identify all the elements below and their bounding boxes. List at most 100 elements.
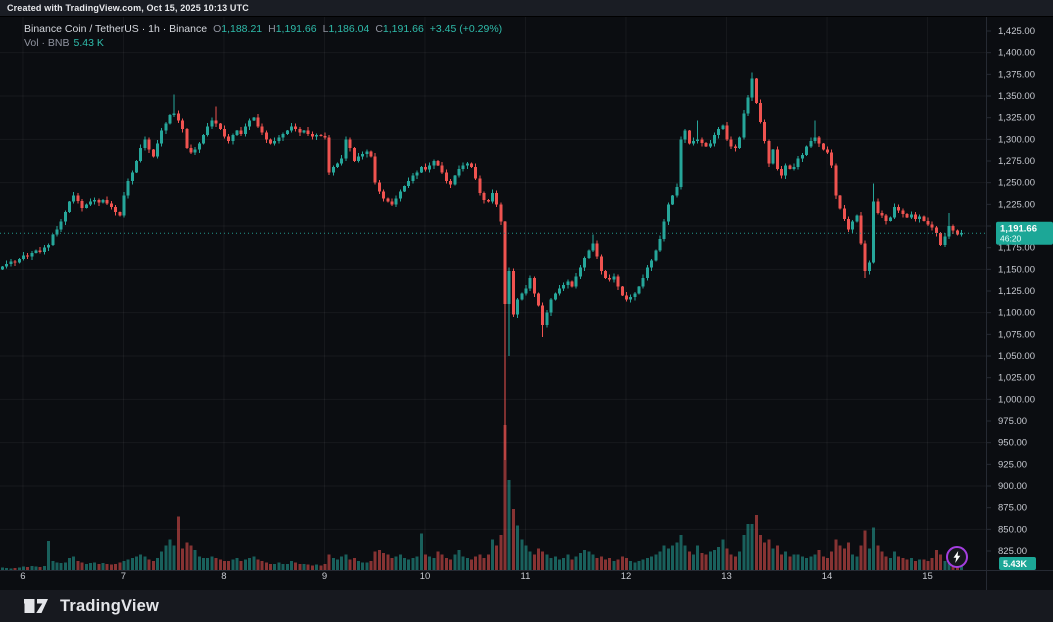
- last-price-text: 1,191.66: [1000, 224, 1037, 235]
- legend: Binance Coin / TetherUS · 1h · Binance O1…: [24, 22, 502, 50]
- volume-bar: [624, 557, 628, 570]
- candle-body: [227, 136, 231, 142]
- candle-body: [738, 137, 742, 149]
- time-axis[interactable]: 6 7 8 9 10 11 12 13 14 15: [20, 571, 933, 582]
- volume-bar: [34, 566, 38, 570]
- volume-bar: [105, 563, 109, 570]
- volume-bar: [930, 557, 934, 570]
- candle-body: [143, 139, 147, 149]
- candle-body: [394, 198, 398, 205]
- volume-bar: [805, 557, 809, 570]
- candle-body: [398, 191, 402, 199]
- time-tick: 10: [420, 571, 431, 582]
- candle-body: [453, 175, 457, 185]
- volume-bar: [273, 563, 277, 570]
- candle-body: [88, 201, 92, 205]
- volume-bar: [436, 551, 440, 570]
- candle-body: [365, 151, 369, 155]
- chart-pane[interactable]: Binance Coin / TetherUS · 1h · Binance O1…: [0, 17, 1053, 590]
- time-tick: 15: [922, 571, 933, 582]
- candle-body: [352, 148, 356, 162]
- volume-bar: [754, 515, 758, 570]
- candle-body: [382, 191, 386, 199]
- boost-button[interactable]: [946, 546, 968, 568]
- volume-bar: [641, 559, 645, 570]
- volume-bar: [68, 557, 72, 570]
- volume-bar: [80, 562, 84, 570]
- volume-bar: [838, 545, 842, 570]
- volume-bar: [675, 542, 679, 570]
- candle-body: [645, 267, 649, 279]
- volume-bar: [235, 557, 239, 570]
- candle-body: [570, 281, 574, 287]
- volume-bar: [520, 539, 524, 570]
- volume-bar: [1, 567, 4, 570]
- volume-bar: [784, 551, 788, 570]
- candle-body: [872, 201, 876, 263]
- volume-bar: [172, 545, 176, 570]
- chart-canvas[interactable]: 1,425.00 1,400.00 1,375.00 1,350.00 1,325.00…: [0, 17, 1053, 590]
- volume-bar: [809, 556, 813, 570]
- volume-bar: [537, 548, 541, 570]
- candle-body: [465, 163, 469, 166]
- volume-bar: [897, 556, 901, 570]
- candle-body: [662, 221, 666, 240]
- volume-bar: [243, 559, 247, 570]
- candle-body: [97, 200, 101, 203]
- volume-bar: [444, 557, 448, 570]
- open-value: 1,188.21: [221, 23, 263, 35]
- volume-bar: [474, 556, 478, 570]
- volume-bar: [344, 554, 348, 570]
- candle-body: [231, 135, 235, 142]
- candle-body: [423, 167, 427, 170]
- candle-body: [206, 126, 210, 136]
- volume-bar: [189, 545, 193, 570]
- volume-bar: [658, 551, 662, 570]
- volume-bar: [252, 556, 256, 570]
- price-axis[interactable]: 1,425.00 1,400.00 1,375.00 1,350.00 1,325.00…: [986, 26, 1035, 557]
- candle-body: [943, 236, 947, 246]
- candle-body: [520, 293, 524, 300]
- legend-volume-row: Vol · BNB 5.43 K: [24, 36, 502, 50]
- volume-bar: [733, 556, 737, 570]
- candle-body: [222, 128, 226, 137]
- time-tick: 13: [721, 571, 732, 582]
- volume-bar: [532, 554, 536, 570]
- candle-body: [796, 158, 800, 168]
- candle-body: [507, 271, 511, 305]
- volume-bar: [909, 557, 913, 570]
- price-tick: 1,025.00: [998, 373, 1035, 384]
- volume-bar: [612, 560, 616, 570]
- volume-bar: [662, 545, 666, 570]
- candle-body: [511, 271, 515, 315]
- volume-bar: [771, 548, 775, 570]
- price-tick: 1,250.00: [998, 178, 1035, 189]
- volume-bar: [411, 557, 415, 570]
- volume-bar: [746, 524, 750, 570]
- candle-body: [411, 175, 415, 181]
- candle-body: [654, 250, 658, 261]
- candle-body: [486, 200, 490, 202]
- candle-body: [407, 180, 411, 187]
- volume-bar: [214, 557, 218, 570]
- volume-bar: [151, 560, 155, 570]
- candle-body: [21, 255, 25, 259]
- volume-bar: [712, 550, 716, 570]
- candle-body: [562, 284, 566, 289]
- candle-body: [185, 128, 189, 149]
- tradingview-logo[interactable]: TradingView: [24, 597, 159, 616]
- volume-bar: [126, 559, 130, 570]
- volume-bar: [549, 557, 553, 570]
- volume-bar: [361, 562, 365, 570]
- volume-bar: [59, 563, 63, 570]
- volume-bar: [285, 563, 289, 570]
- candle-body: [947, 226, 951, 237]
- volume-bar: [880, 551, 884, 570]
- candle-body: [306, 130, 310, 135]
- candle-body: [545, 312, 549, 325]
- volume-bar: [486, 554, 490, 570]
- candle-body: [876, 201, 880, 214]
- candle-body: [826, 149, 830, 153]
- volume-bar: [692, 554, 696, 570]
- symbol-title: Binance Coin / TetherUS · 1h · Binance: [24, 23, 208, 35]
